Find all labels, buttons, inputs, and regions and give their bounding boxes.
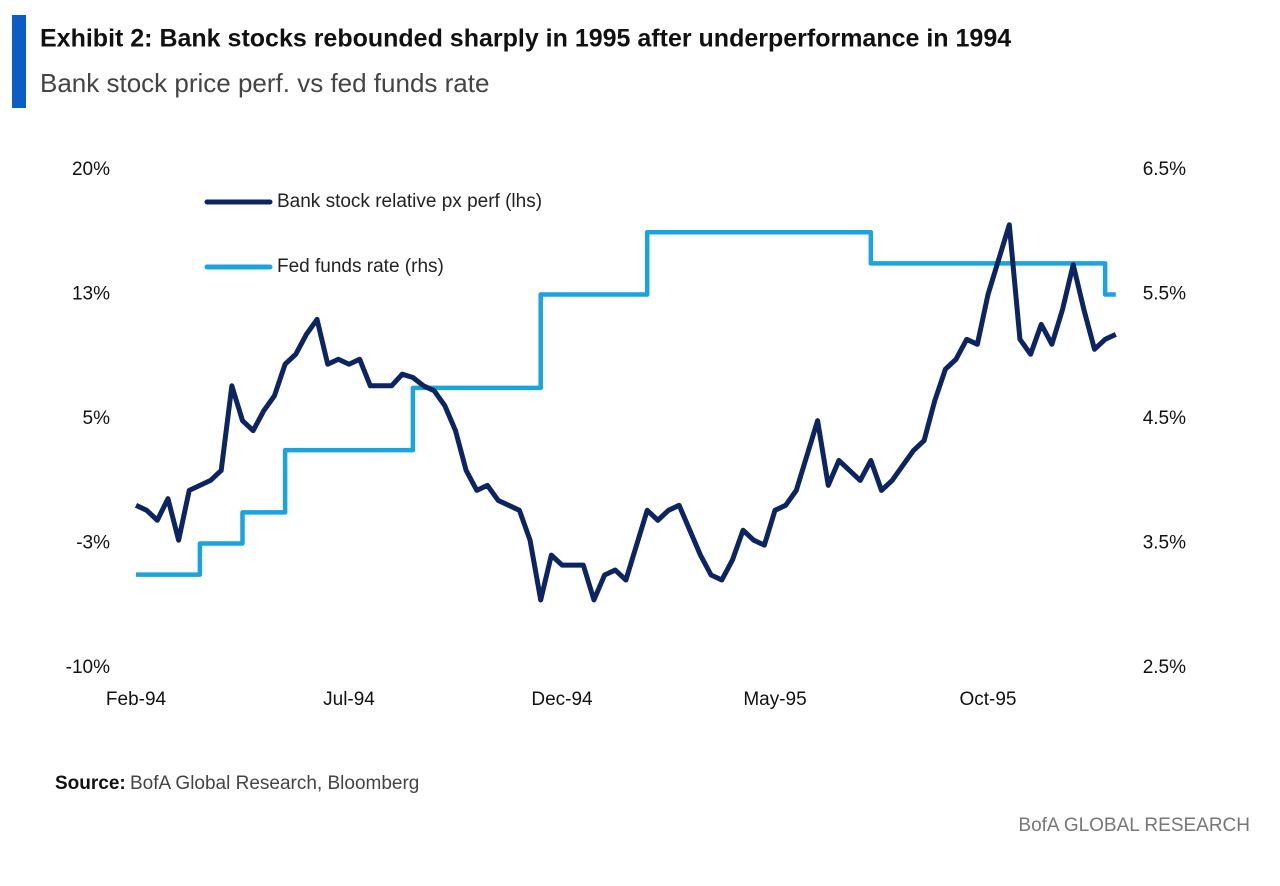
source-label: Source: bbox=[55, 773, 126, 794]
y-tick-label: 20% bbox=[72, 159, 110, 180]
x-tick-label: Feb-94 bbox=[106, 689, 167, 710]
series-line bbox=[134, 222, 1117, 603]
series-line bbox=[136, 230, 1116, 577]
y2-tick-label: 5.5% bbox=[1143, 284, 1186, 305]
y2-tick-label: 4.5% bbox=[1143, 408, 1186, 429]
y-tick-label: 5% bbox=[83, 408, 111, 429]
subtitle: Bank stock price perf. vs fed funds rate bbox=[40, 68, 489, 98]
y-tick-label: -10% bbox=[66, 657, 110, 678]
source-text: BofA Global Research, Bloomberg bbox=[130, 773, 419, 794]
y2-tick-label: 6.5% bbox=[1143, 159, 1186, 180]
y-tick-label: -3% bbox=[76, 533, 110, 554]
y2-tick-label: 3.5% bbox=[1143, 533, 1186, 554]
title: Exhibit 2: Bank stocks rebounded sharply… bbox=[40, 25, 1011, 53]
brand: BofA GLOBAL RESEARCH bbox=[1018, 815, 1250, 836]
x-tick-label: Dec-94 bbox=[531, 689, 593, 710]
title-bar bbox=[12, 15, 26, 108]
x-tick-label: May-95 bbox=[743, 689, 806, 710]
legend-label: Bank stock relative px perf (lhs) bbox=[277, 191, 542, 212]
y-tick-label: 13% bbox=[72, 284, 110, 305]
x-tick-label: Oct-95 bbox=[959, 689, 1016, 710]
x-tick-label: Jul-94 bbox=[323, 689, 375, 710]
y2-tick-label: 2.5% bbox=[1143, 657, 1186, 678]
legend-label: Fed funds rate (rhs) bbox=[277, 256, 444, 277]
